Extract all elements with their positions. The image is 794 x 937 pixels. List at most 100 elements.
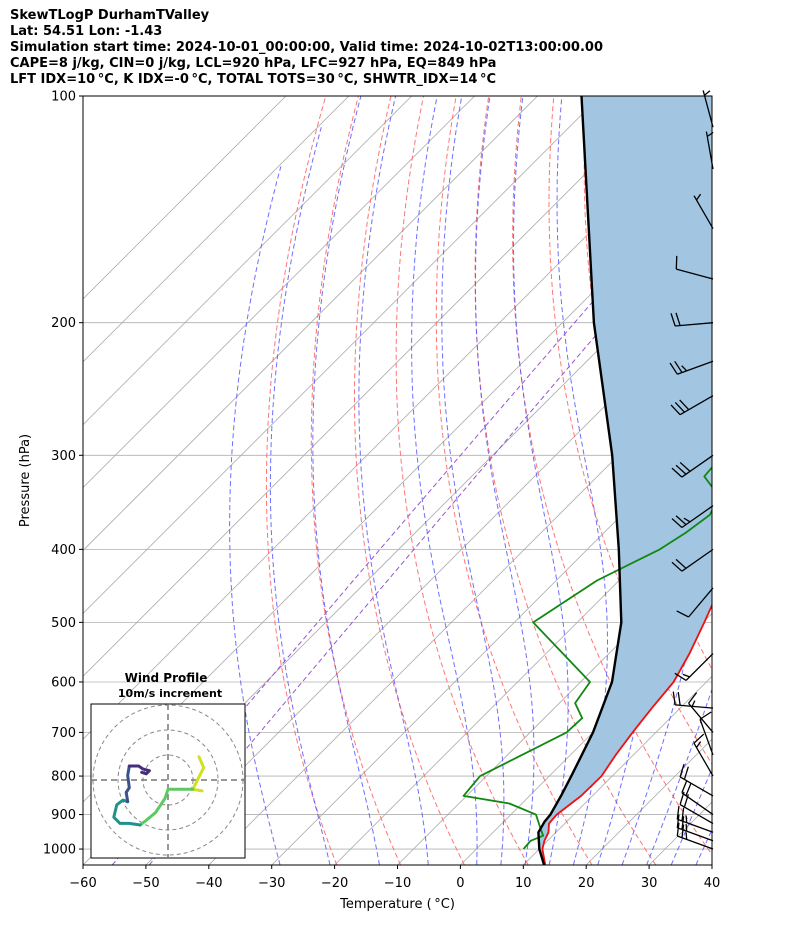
- dry-adiabat-line: [354, 96, 465, 865]
- isotherm-line: [711, 864, 712, 865]
- y-tick-label: 800: [51, 770, 76, 785]
- barb-staff: [679, 803, 714, 825]
- sounding-profiles: [462, 96, 712, 865]
- barb-flag: [693, 733, 705, 744]
- y-tick-label: 700: [51, 726, 76, 741]
- x-tick-label: 20: [578, 876, 595, 891]
- isotherm-line: [397, 549, 712, 865]
- barb-flag: [681, 824, 685, 838]
- cape-line: CAPE=8 j/kg, CIN=0 j/kg, LCL=920 hPa, LF…: [10, 56, 497, 71]
- wind-barb: [705, 131, 714, 170]
- wind-barb: [671, 505, 714, 529]
- dry-adiabat-line: [265, 96, 338, 865]
- y-tick-label: 200: [51, 316, 76, 331]
- hodograph-title: Wind Profile: [125, 671, 208, 685]
- wind-barbs: [669, 90, 714, 850]
- x-tick-label: −50: [132, 876, 159, 891]
- wind-barb: [671, 548, 714, 572]
- barb-staff: [679, 776, 714, 797]
- x-tick-label: −10: [384, 876, 411, 891]
- x-tick-label: 30: [641, 876, 658, 891]
- y-tick-label: 400: [51, 543, 76, 558]
- barb-staff: [679, 395, 714, 416]
- wind-barb: [672, 691, 714, 709]
- y-tick-label: 600: [51, 675, 76, 690]
- barb-staff: [681, 454, 714, 478]
- isotherm-line: [523, 675, 712, 865]
- index-line: LFT IDX=10 °C, K IDX=-0 °C, TOTAL TOTS=3…: [10, 72, 497, 87]
- barb-flag: [676, 814, 680, 828]
- wind-barb: [702, 90, 714, 128]
- wind-barb: [670, 395, 714, 416]
- isotherm-line: [83, 96, 412, 426]
- barb-staff: [681, 792, 714, 816]
- hodograph-trace: [124, 764, 131, 804]
- temperature-line: [541, 603, 712, 865]
- wind-barb: [679, 791, 714, 825]
- barb-staff: [675, 704, 714, 709]
- x-tick-label: −40: [195, 876, 222, 891]
- barb-staff: [685, 653, 714, 681]
- isotherm-line: [334, 487, 712, 865]
- barb-flag: [685, 783, 692, 796]
- wind-barb: [669, 360, 714, 375]
- barb-staff: [681, 548, 714, 572]
- barb-flag: [672, 691, 676, 705]
- axes: −60 −50 −40 −30 −20 −10 0 10 20 30 40 1000 900 800 700…: [18, 90, 720, 913]
- isotherm-line: [83, 96, 601, 614]
- dry-adiabat-line: [782, 96, 794, 865]
- wind-barb: [679, 763, 714, 797]
- barb-staff: [702, 90, 714, 128]
- moist-adiabat-line: [646, 687, 712, 865]
- wind-barb: [674, 653, 714, 681]
- isotherm-line: [83, 96, 475, 489]
- x-tick-label: −60: [69, 876, 96, 891]
- barb-staff: [675, 322, 714, 327]
- barb-flag: [695, 741, 702, 748]
- hodograph-subtitle: 10m/s increment: [118, 687, 222, 700]
- barb-flag: [670, 313, 676, 327]
- moist-adiabat-line: [556, 96, 608, 865]
- x-tick-label: 10: [515, 876, 532, 891]
- x-tick-label: −30: [258, 876, 285, 891]
- location-line: Lat: 54.51 Lon: -1.43: [10, 24, 163, 39]
- barb-flag: [685, 823, 688, 832]
- mixing-ratio-line: [148, 198, 712, 865]
- hodograph-trace: [191, 755, 206, 793]
- dry-adiabat-line: [435, 96, 593, 865]
- barb-flag: [676, 822, 680, 837]
- barb-flag: [669, 362, 678, 375]
- wind-barb: [676, 587, 714, 618]
- barb-flag: [706, 131, 714, 138]
- time-line: Simulation start time: 2024-10-01_00:00:…: [10, 40, 603, 55]
- wind-barb: [676, 814, 714, 842]
- barb-flag: [674, 672, 687, 681]
- barb-staff: [676, 268, 714, 280]
- barb-flag: [670, 404, 681, 416]
- barb-flag: [674, 401, 685, 413]
- isotherm-line: [460, 612, 712, 865]
- barb-flag: [676, 805, 680, 820]
- dewpoint-line: [462, 465, 712, 850]
- barb-flag: [695, 193, 702, 201]
- isotherm-line: [83, 96, 538, 552]
- isotherm-line: [83, 96, 350, 363]
- moist-adiabat-line: [621, 96, 708, 865]
- isotherm-line: [208, 361, 712, 865]
- moist-adiabat-line: [312, 96, 380, 865]
- moist-adiabat-line: [513, 96, 569, 865]
- barb-flag: [675, 312, 681, 326]
- barb-flag: [681, 816, 685, 830]
- barb-staff: [693, 195, 714, 229]
- barb-flag: [676, 610, 689, 618]
- hodograph-trace: [138, 787, 195, 827]
- barb-staff: [681, 505, 714, 529]
- wind-barb: [671, 454, 714, 478]
- barb-staff: [677, 818, 714, 833]
- barb-flag: [671, 561, 683, 572]
- x-axis-label: Temperature ( °C): [339, 897, 455, 912]
- chart-header: SkewTLogP DurhamTValley Lat: 54.51 Lon: …: [10, 8, 603, 88]
- hodograph-inset: Wind Profile 10m/s increment: [90, 671, 246, 859]
- barb-flag: [671, 467, 683, 478]
- moist-adiabat-line: [475, 96, 535, 865]
